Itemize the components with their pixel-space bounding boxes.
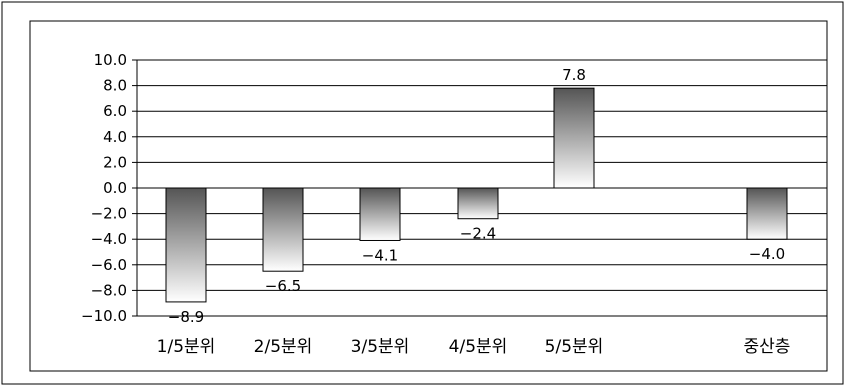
bar	[746, 187, 788, 240]
data-label: −4.0	[749, 245, 785, 263]
x-tick-label: 1/5분위	[157, 337, 216, 357]
bar	[553, 87, 595, 189]
x-tick-label: 2/5분위	[254, 337, 313, 357]
y-tick-label: 6.0	[103, 102, 127, 120]
y-tick-label: −6.0	[91, 256, 127, 274]
x-tick-label: 5/5분위	[545, 337, 604, 357]
y-tick-label: 2.0	[103, 153, 127, 171]
bar	[359, 187, 401, 241]
bar	[262, 187, 304, 272]
y-tick-label: −8.0	[91, 281, 127, 299]
y-tick-label: 0.0	[103, 179, 127, 197]
data-label: 7.8	[562, 66, 586, 84]
x-axis-labels: 1/5분위 2/5분위 3/5분위 4/5분위 5/5분위 중산층	[157, 337, 791, 357]
y-tick-label: −4.0	[91, 230, 127, 248]
data-label: −8.9	[168, 308, 204, 326]
x-tick-label: 중산층	[744, 337, 791, 357]
data-label: −4.1	[362, 246, 398, 264]
y-tick-label: 10.0	[94, 51, 127, 69]
y-tick-label: 4.0	[103, 128, 127, 146]
data-label: −6.5	[265, 277, 301, 295]
bar	[165, 187, 207, 303]
bars	[165, 87, 788, 303]
plot-frame	[29, 20, 828, 372]
y-tick-label: 8.0	[103, 77, 127, 95]
bar	[457, 187, 499, 220]
x-tick-label: 4/5분위	[449, 337, 508, 357]
data-labels: −8.9 −6.5 −4.1 −2.4 7.8 −4.0	[168, 66, 785, 326]
data-label: −2.4	[460, 225, 496, 243]
x-tick-label: 3/5분위	[351, 337, 410, 357]
y-axis: 10.0 8.0 6.0 4.0 2.0 0.0 −2.0 −4.0 −6.0 −8.0 −10.0	[81, 51, 138, 325]
gridlines	[137, 59, 827, 317]
y-tick-label: −2.0	[91, 205, 127, 223]
y-tick-label: −10.0	[81, 307, 127, 325]
